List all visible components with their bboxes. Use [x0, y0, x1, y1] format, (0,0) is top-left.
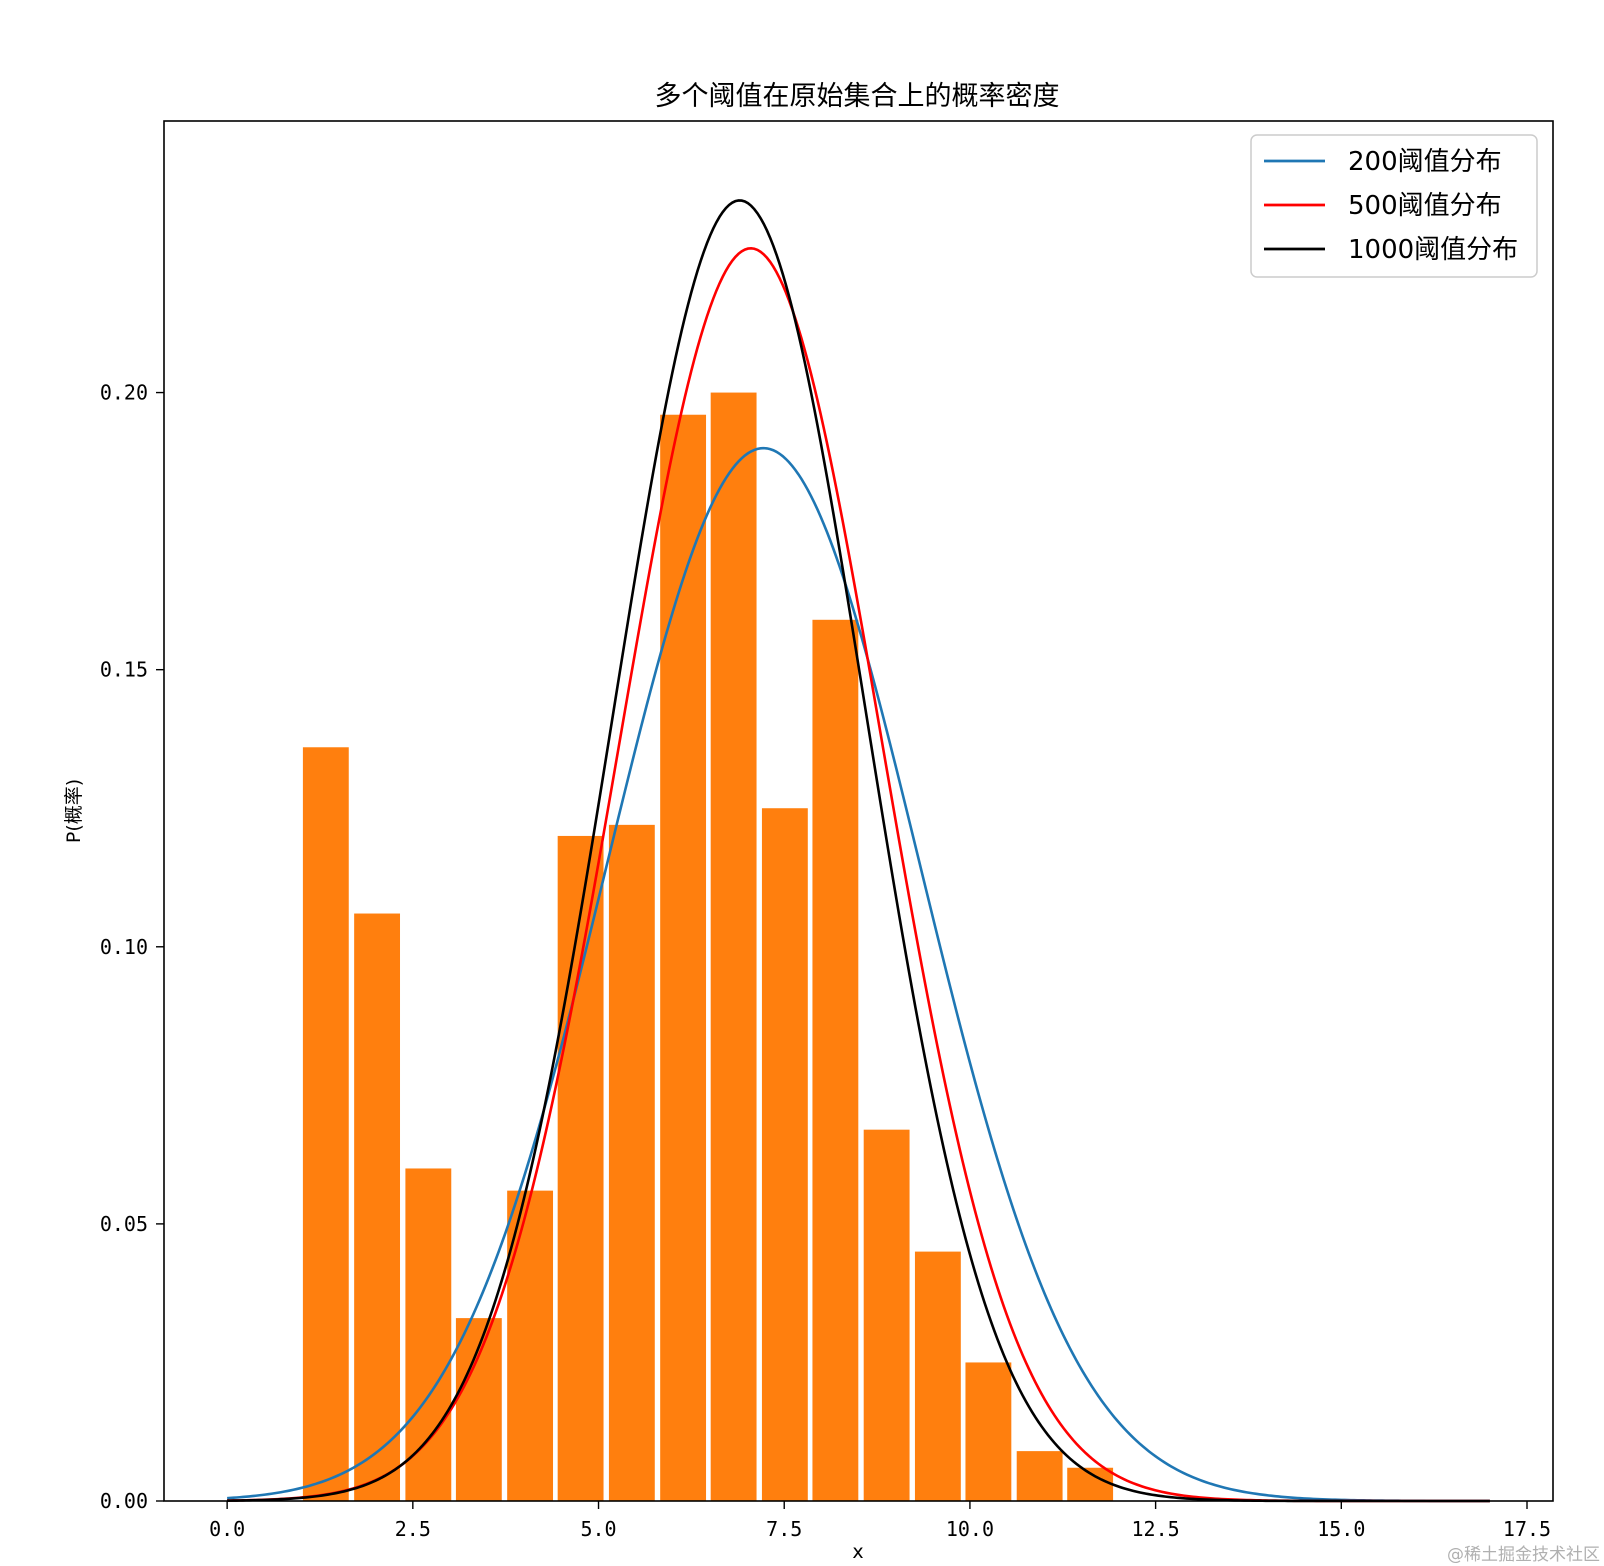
histogram-bar-5: [507, 1190, 554, 1501]
x-tick-label: 5.0: [580, 1517, 616, 1541]
legend-box: [1250, 134, 1538, 278]
y-tick-label: 0.10: [100, 935, 148, 959]
x-axis-title: x: [852, 1541, 863, 1563]
x-tick-label: 7.5: [766, 1517, 802, 1541]
histogram-bar-11: [812, 619, 859, 1501]
histogram-bar-13: [914, 1251, 961, 1501]
watermark: @稀土掘金技术社区: [1447, 1545, 1600, 1565]
legend-label-1: 200阈值分布: [1348, 147, 1502, 177]
x-axis-ticks: 0.0 2.5 5.0 7.5 10.0 12.5 15.0 17.5: [209, 1501, 1551, 1541]
x-tick-label: 17.5: [1503, 1517, 1551, 1541]
histogram-bar-15: [1016, 1451, 1063, 1501]
legend: 200阈值分布 500阈值分布 1000阈值分布: [1250, 134, 1538, 278]
y-tick-label: 0.00: [100, 1489, 148, 1513]
histogram-bar-2: [354, 913, 401, 1501]
histogram-bar-8: [660, 414, 707, 1501]
plot-frame: [163, 120, 1554, 1502]
y-axis-ticks: 0.00 0.05 0.10 0.15 0.20: [100, 381, 164, 1513]
y-tick-label: 0.15: [100, 658, 148, 682]
x-tick-label: 10.0: [946, 1517, 994, 1541]
histogram-bar-6: [557, 835, 604, 1501]
x-tick-label: 12.5: [1132, 1517, 1180, 1541]
x-tick-label: 2.5: [395, 1517, 431, 1541]
y-tick-label: 0.05: [100, 1212, 148, 1236]
y-axis-title: P(概率): [63, 779, 85, 843]
density-curve-1: [227, 446, 1490, 1503]
histogram-bar-14: [965, 1362, 1012, 1501]
histogram-bar-1: [302, 747, 349, 1501]
histogram-bar-7: [608, 824, 655, 1501]
x-tick-label: 15.0: [1317, 1517, 1365, 1541]
x-tick-label: 0.0: [209, 1517, 245, 1541]
histogram-bar-3: [405, 1168, 452, 1501]
histogram-bar-12: [863, 1129, 910, 1501]
histogram-bar-9: [710, 392, 757, 1501]
legend-label-3: 1000阈值分布: [1348, 235, 1518, 265]
y-tick-label: 0.20: [100, 381, 148, 405]
legend-label-2: 500阈值分布: [1348, 191, 1502, 221]
histogram-bar-10: [761, 808, 808, 1501]
histogram-bars: [302, 392, 1114, 1501]
chart-title: 多个阈值在原始集合上的概率密度: [655, 81, 1060, 112]
